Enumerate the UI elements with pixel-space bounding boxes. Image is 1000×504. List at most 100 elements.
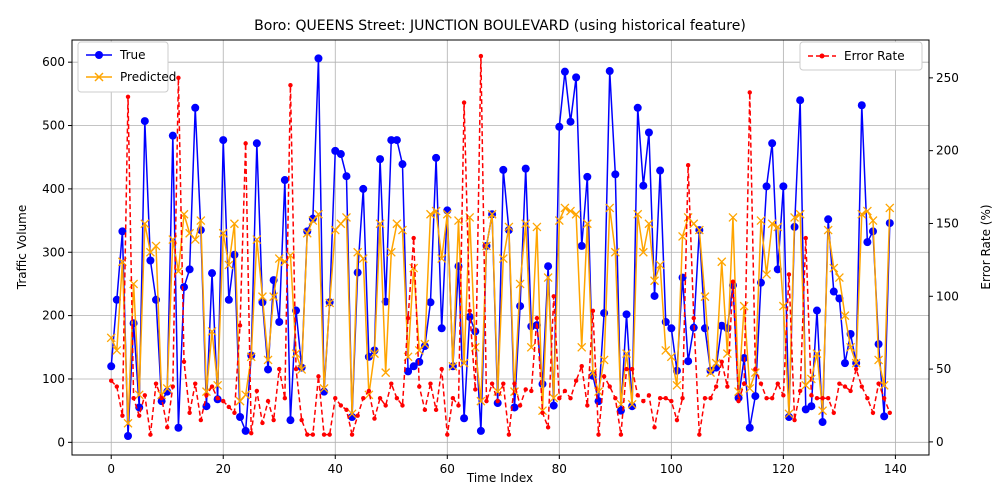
true-point — [824, 215, 833, 224]
predicted-point — [375, 219, 385, 229]
predicted-point — [510, 387, 519, 397]
error-rate-point — [310, 432, 316, 437]
error-rate-point — [540, 410, 545, 415]
predicted-point — [207, 326, 217, 336]
y-left-tick-label: 400 — [42, 182, 65, 196]
error-rate-point — [753, 366, 758, 372]
true-point — [611, 170, 620, 179]
legend-error-marker — [819, 53, 825, 59]
chart-title: Boro: QUEENS Street: JUNCTION BOULEVARD … — [254, 18, 746, 34]
error-rate-point — [478, 53, 484, 59]
error-rate-point — [775, 381, 780, 386]
error-rate-point — [422, 407, 428, 413]
true-point — [342, 172, 351, 181]
true-point — [880, 412, 889, 421]
predicted-point — [364, 390, 374, 400]
true-point — [745, 423, 754, 432]
predicted-point — [879, 380, 889, 390]
y-right-tick-label: 200 — [936, 144, 959, 158]
predicted-point — [728, 212, 738, 222]
y-left-tick-label: 200 — [42, 309, 65, 323]
y-axis-label-left: Traffic Volume — [15, 205, 29, 291]
y-left-tick-label: 300 — [42, 245, 65, 259]
error-rate-point — [361, 396, 366, 401]
error-rate-point — [803, 235, 808, 241]
error-rate-point — [719, 359, 724, 365]
predicted-point — [678, 231, 688, 241]
legend-true-label: True — [119, 48, 146, 62]
error-rate-point — [736, 398, 741, 404]
error-rate-point — [613, 396, 618, 401]
predicted-point — [650, 276, 659, 286]
error-rate-point — [338, 403, 344, 408]
predicted-point — [297, 365, 307, 374]
true-point — [818, 418, 827, 427]
true-point — [650, 291, 659, 300]
predicted-point — [549, 393, 559, 403]
true-point — [314, 54, 323, 63]
error-rate-point — [187, 410, 192, 415]
predicted-point — [829, 263, 839, 273]
error-rate-point — [109, 378, 114, 383]
predicted-point — [756, 216, 766, 226]
error-rate-point — [523, 387, 528, 392]
error-rate-point — [327, 432, 332, 437]
error-rate-point — [277, 366, 282, 372]
predicted-point — [342, 212, 351, 222]
error-rate-point — [680, 396, 685, 401]
error-rate-point — [473, 387, 478, 392]
error-rate-point — [529, 388, 534, 394]
error-rate-point — [764, 396, 769, 401]
error-rate-point — [215, 396, 220, 401]
error-rate-point — [249, 430, 254, 436]
predicted-point — [784, 409, 794, 419]
predicted-point — [823, 225, 833, 235]
error-rate-point — [781, 393, 786, 398]
predicted-point — [521, 219, 531, 229]
predicted-point — [515, 279, 525, 289]
error-rate-point — [814, 396, 820, 401]
predicted-point — [134, 390, 144, 400]
predicted-point — [857, 209, 867, 219]
error-rate-point — [243, 141, 248, 146]
predicted-point — [269, 292, 279, 302]
true-point — [796, 96, 805, 105]
error-rate-point — [797, 388, 803, 394]
predicted-point — [325, 298, 335, 308]
error-rate-point — [601, 374, 607, 379]
error-rate-point — [198, 417, 204, 423]
legend-right: Error Rate — [799, 41, 923, 71]
x-tick-label: 0 — [107, 462, 115, 476]
error-rate-point — [585, 403, 590, 408]
predicted-point — [655, 260, 665, 270]
predicted-point — [778, 301, 788, 311]
error-rate-point — [377, 396, 383, 401]
error-rate-point — [501, 381, 506, 386]
error-rate-point — [702, 396, 708, 401]
y-left-tick-label: 500 — [42, 119, 65, 133]
predicted-point — [347, 409, 357, 419]
true-point — [286, 416, 295, 425]
predicted-point — [560, 203, 570, 213]
error-rate-point — [562, 388, 568, 394]
predicted-point — [319, 384, 329, 393]
error-rate-point — [545, 425, 551, 430]
predicted-point — [448, 361, 458, 371]
predicted-point — [577, 342, 587, 352]
error-rate-point — [881, 396, 887, 401]
true-point — [684, 357, 693, 366]
y-axis-label-right: Error Rate (%) — [979, 204, 993, 289]
error-rate-point — [299, 417, 304, 423]
error-rate-point — [260, 420, 265, 426]
true-point — [667, 324, 676, 333]
error-rate-point — [417, 384, 422, 389]
true-point — [376, 155, 385, 164]
error-rate-point — [865, 396, 870, 401]
true-point — [857, 101, 866, 110]
predicted-point — [862, 206, 872, 216]
predicted-point — [762, 269, 772, 279]
true-point — [336, 150, 345, 159]
true-point — [751, 392, 760, 401]
true-point — [510, 403, 519, 412]
error-rate-point — [786, 272, 792, 277]
